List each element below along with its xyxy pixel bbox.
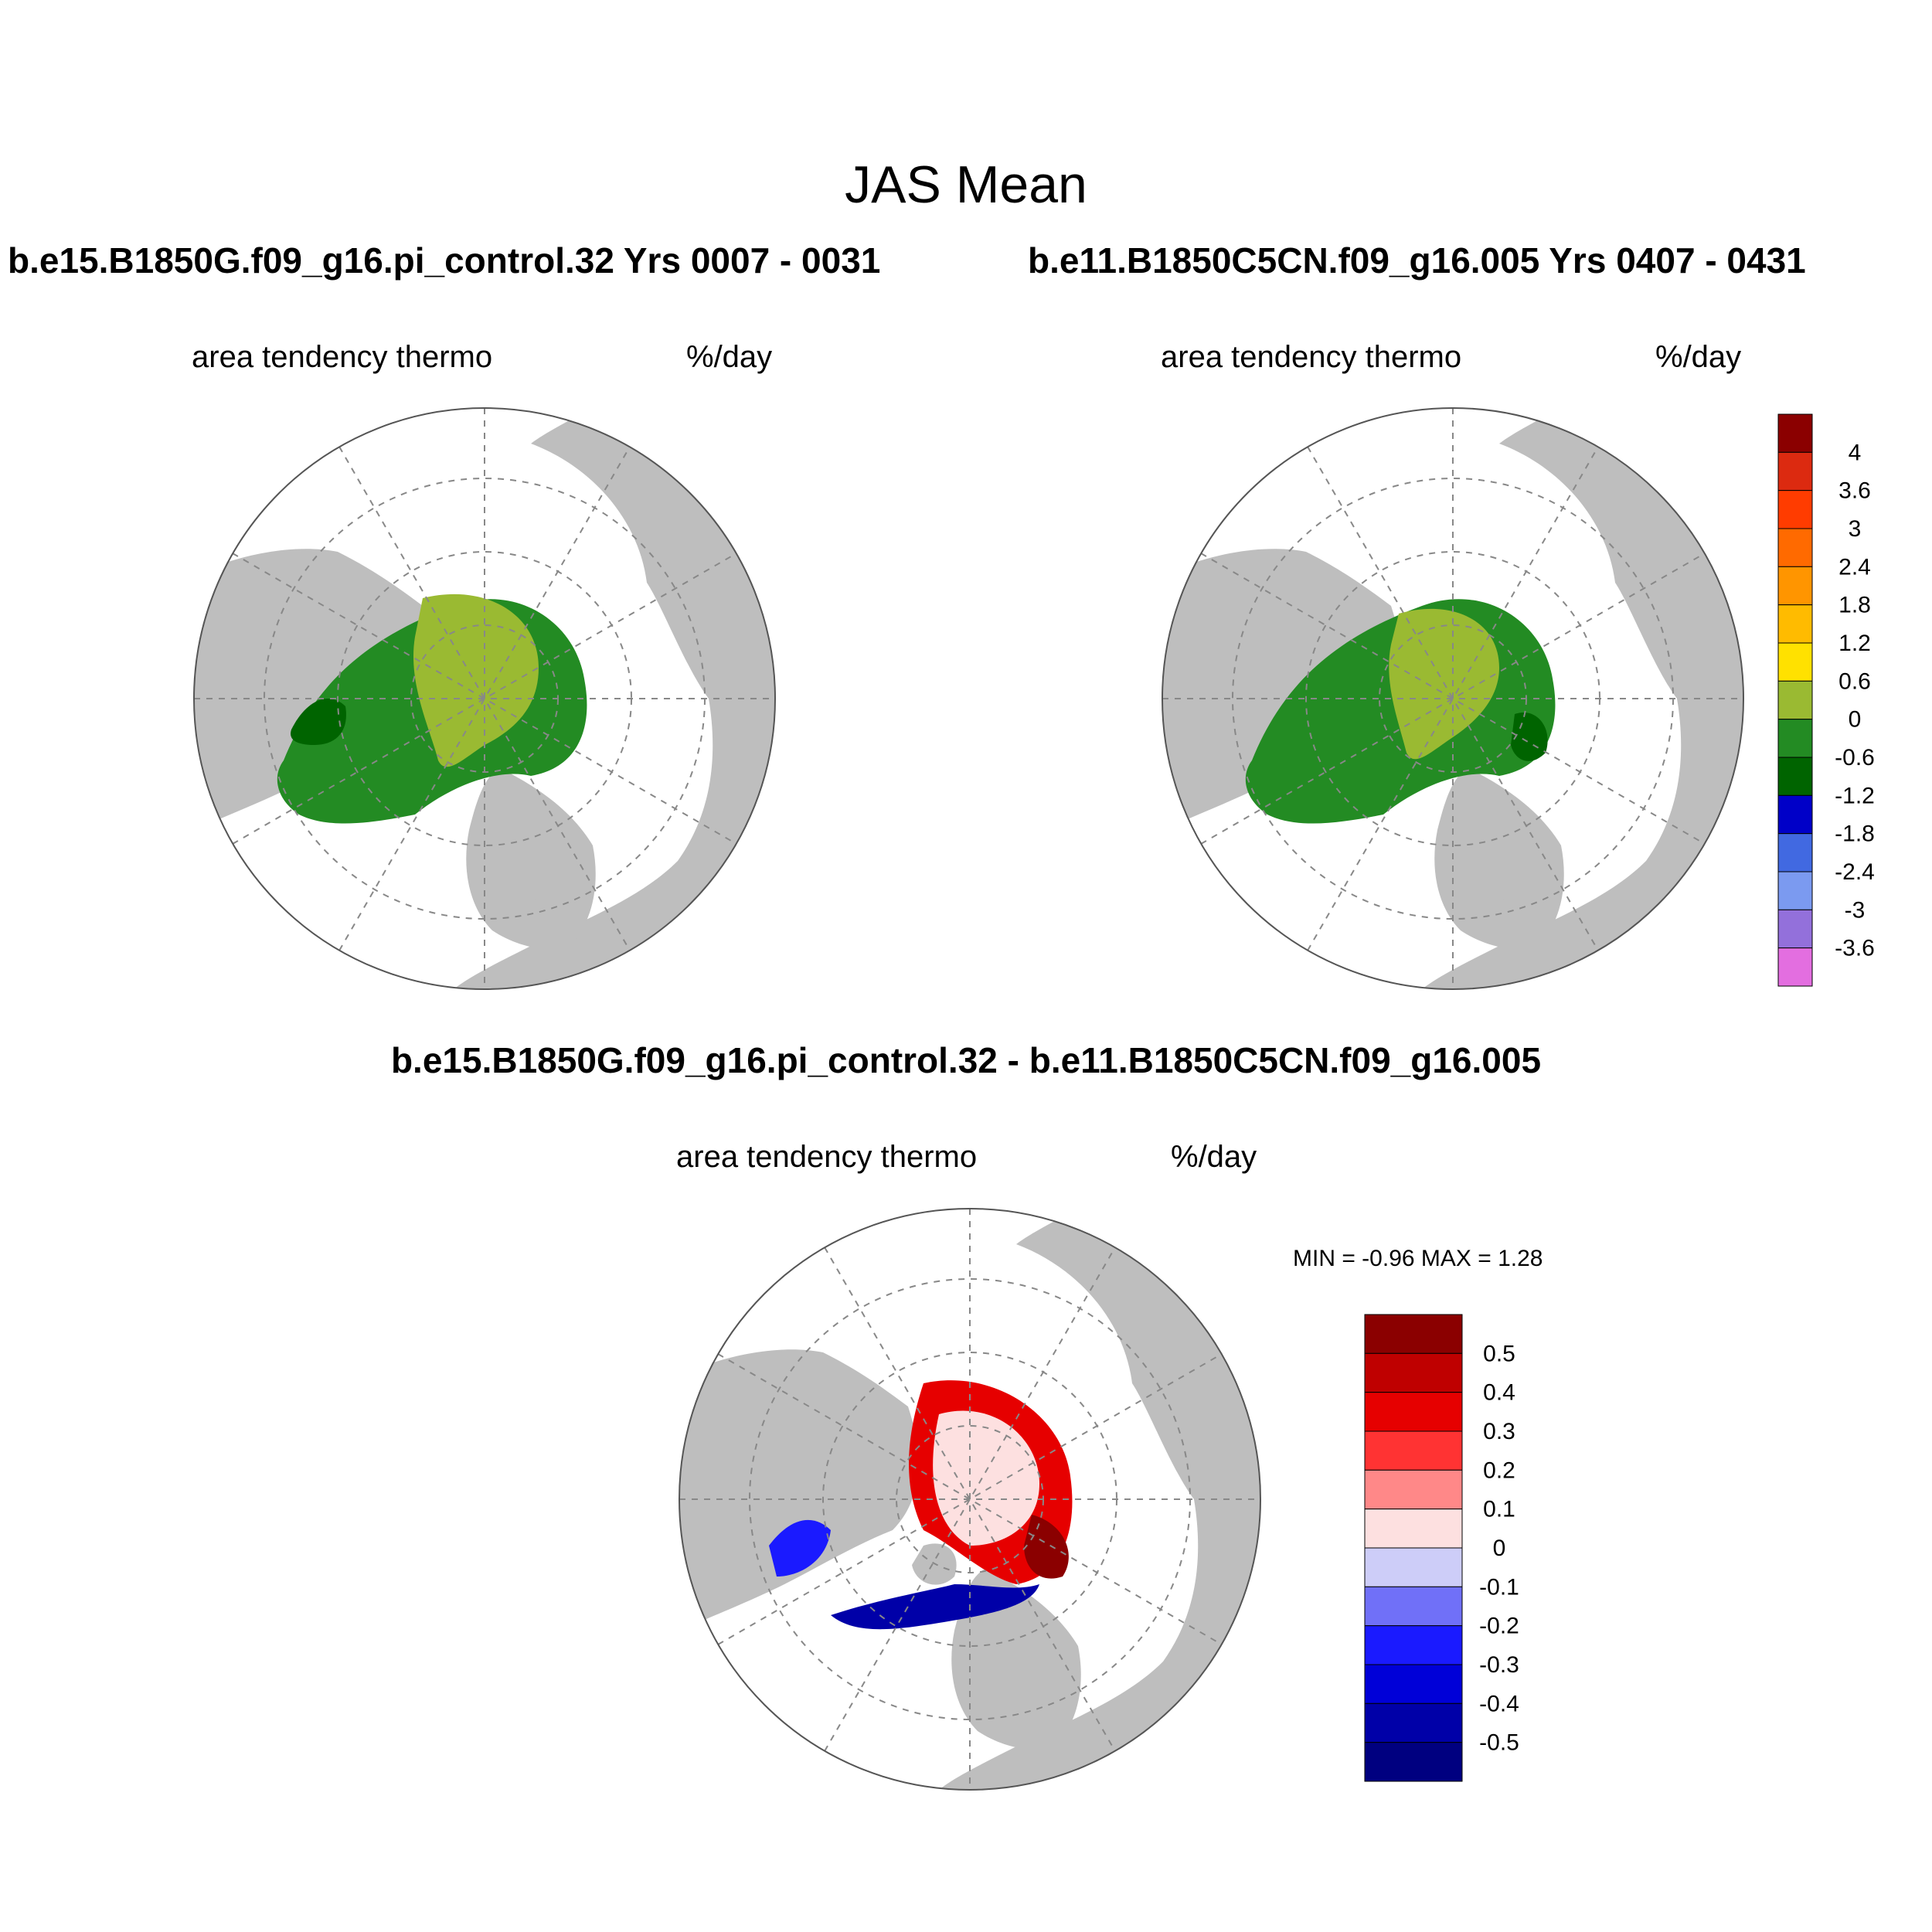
diff-colorbar-tick-label: 0.3 (1483, 1419, 1515, 1444)
diff-ice-neg-1 (769, 1519, 831, 1577)
top-colorbar-swatch (1777, 413, 1813, 453)
diff-colorbar-tick-label: -0.4 (1479, 1691, 1519, 1716)
diff-variable-label: area tendency thermo (676, 1140, 978, 1174)
diff-colorbar: 0.5 0.4 0.3 0.2 0.1 0 -0.1 -0.2 -0.3 -0.4 -0.5 (1364, 1314, 1519, 1782)
top-colorbar-tick-label: 0 (1849, 707, 1862, 733)
top-colorbar-tick-label: -2.4 (1835, 859, 1875, 885)
diff-ice-neutral (933, 1410, 1039, 1546)
diff-colorbar-swatch (1364, 1352, 1463, 1393)
left-ice-inner (413, 594, 539, 767)
diff-colorbar-tick-label: 0.4 (1483, 1380, 1515, 1406)
right-case-title: b.e11.B1850C5CN.f09_g16.005 Yrs 0407 - 0… (1028, 240, 1806, 281)
figure-title: JAS Mean (845, 155, 1087, 214)
top-colorbar-tick-label: 0.6 (1838, 668, 1871, 694)
diff-colorbar-tick-label: -0.2 (1479, 1614, 1519, 1639)
diff-colorbar-tick-label: 0.1 (1483, 1497, 1515, 1522)
diff-colorbar-swatch (1364, 1509, 1463, 1549)
diff-units-label: %/day (1171, 1140, 1257, 1174)
diff-ice-strong-pos (1024, 1515, 1069, 1579)
diff-colorbar-swatch (1364, 1586, 1463, 1627)
top-colorbar-tick-label: -3 (1845, 897, 1866, 923)
diff-colorbar-tick-label: -0.1 (1479, 1574, 1519, 1600)
left-ice-dark (291, 699, 346, 745)
top-colorbar-swatch (1777, 871, 1813, 910)
diff-colorbar-swatch (1364, 1314, 1463, 1354)
left-case-title: b.e15.B1850G.f09_g16.pi_control.32 Yrs 0… (8, 240, 881, 281)
top-colorbar-tick-label: -0.6 (1835, 745, 1875, 770)
diff-colorbar-swatch (1364, 1702, 1463, 1743)
top-colorbar-swatch (1777, 451, 1813, 492)
top-colorbar-tick-label: -1.8 (1835, 821, 1875, 847)
left-polar-map (193, 407, 776, 990)
diff-polar-map (679, 1208, 1261, 1791)
top-colorbar-swatch (1777, 604, 1813, 644)
top-colorbar-tick-label: -1.2 (1835, 783, 1875, 808)
diff-colorbar-swatch (1364, 1430, 1463, 1471)
top-colorbar-swatch (1777, 794, 1813, 835)
top-colorbar-tick-label: 4 (1849, 440, 1862, 465)
top-colorbar-tick-label: 2.4 (1838, 554, 1871, 580)
top-colorbar-swatch (1777, 528, 1813, 567)
left-variable-label: area tendency thermo (192, 340, 493, 374)
diff-colorbar-tick-label: 0 (1493, 1536, 1506, 1561)
top-colorbar-swatch (1777, 642, 1813, 682)
right-polar-map (1162, 407, 1744, 990)
top-colorbar-tick-label: 3.6 (1838, 478, 1871, 504)
diff-colorbar-swatch (1364, 1392, 1463, 1432)
top-colorbar-swatch (1777, 909, 1813, 949)
top-colorbar-tick-label: 1.8 (1838, 593, 1871, 618)
top-colorbar-swatch (1777, 566, 1813, 606)
diff-colorbar-swatch (1364, 1742, 1463, 1782)
diff-colorbar-tick-label: 0.2 (1483, 1458, 1515, 1483)
top-colorbar-swatch (1777, 490, 1813, 529)
diff-colorbar-swatch (1364, 1547, 1463, 1587)
diff-colorbar-tick-label: -0.3 (1479, 1652, 1519, 1678)
diff-colorbar-swatch (1364, 1469, 1463, 1510)
right-units-label: %/day (1655, 340, 1742, 374)
top-colorbar-swatch (1777, 947, 1813, 987)
top-colorbar-swatch (1777, 719, 1813, 758)
diff-colorbar-tick-label: -0.5 (1479, 1730, 1519, 1756)
diff-colorbar-tick-label: 0.5 (1483, 1341, 1515, 1366)
top-colorbar-swatch (1777, 833, 1813, 872)
right-variable-label: area tendency thermo (1161, 340, 1462, 374)
diff-minmax-label: MIN = -0.96 MAX = 1.28 (1293, 1246, 1543, 1271)
right-ice-dark (1511, 713, 1548, 761)
top-colorbar-swatch (1777, 680, 1813, 720)
top-colorbar-swatch (1777, 757, 1813, 796)
diff-case-title: b.e15.B1850G.f09_g16.pi_control.32 - b.e… (390, 1040, 1542, 1080)
top-colorbar-tick-label: 3 (1849, 516, 1862, 542)
left-units-label: %/day (686, 340, 773, 374)
top-colorbar-tick-label: 1.2 (1838, 631, 1871, 656)
diff-colorbar-swatch (1364, 1664, 1463, 1704)
diff-colorbar-swatch (1364, 1625, 1463, 1665)
top-colorbar: 4 3.6 3 2.4 1.8 1.2 0.6 0 -0.6 -1.2 -1.8 -2.4 -3 -3.6 (1777, 413, 1875, 987)
top-colorbar-tick-label: -3.6 (1835, 936, 1875, 961)
